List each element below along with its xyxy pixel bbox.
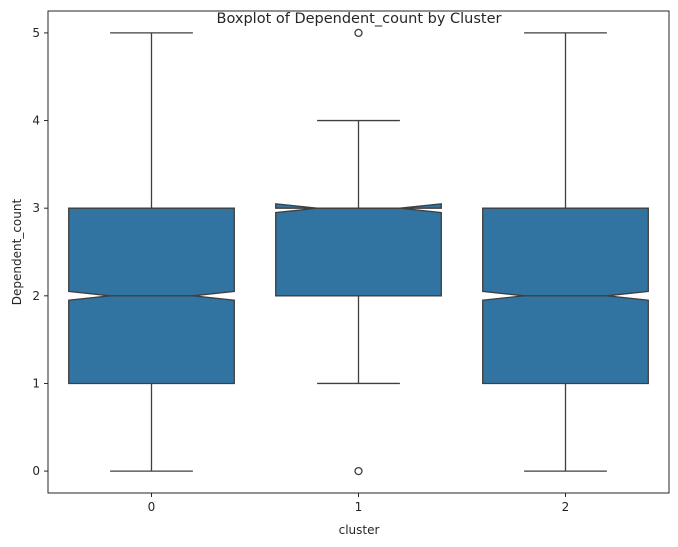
boxes-layer [68, 28, 649, 476]
chart-title: Boxplot of Dependent_count by Cluster [217, 11, 502, 27]
outlier-point [354, 466, 363, 476]
box-group-cluster-0 [68, 32, 235, 472]
y-tick-label: 3 [32, 201, 40, 215]
y-tick-label: 0 [32, 464, 40, 478]
y-tick-label: 5 [32, 26, 40, 40]
x-tick-label: 0 [148, 500, 156, 514]
x-axis: 0 1 2 [148, 493, 570, 514]
x-tick-label: 1 [355, 500, 363, 514]
outlier-point [354, 28, 363, 38]
y-axis-label: Dependent_count [10, 199, 24, 306]
y-tick-label: 2 [32, 289, 40, 303]
y-tick-label: 1 [32, 376, 40, 390]
y-tick-label: 4 [32, 114, 40, 128]
box-group-cluster-1 [275, 28, 442, 476]
box-group-cluster-2 [482, 32, 649, 472]
x-tick-label: 2 [562, 500, 570, 514]
y-axis: 0 1 2 3 4 5 [32, 26, 48, 478]
notched-box [275, 203, 442, 297]
x-axis-label: cluster [339, 523, 380, 537]
